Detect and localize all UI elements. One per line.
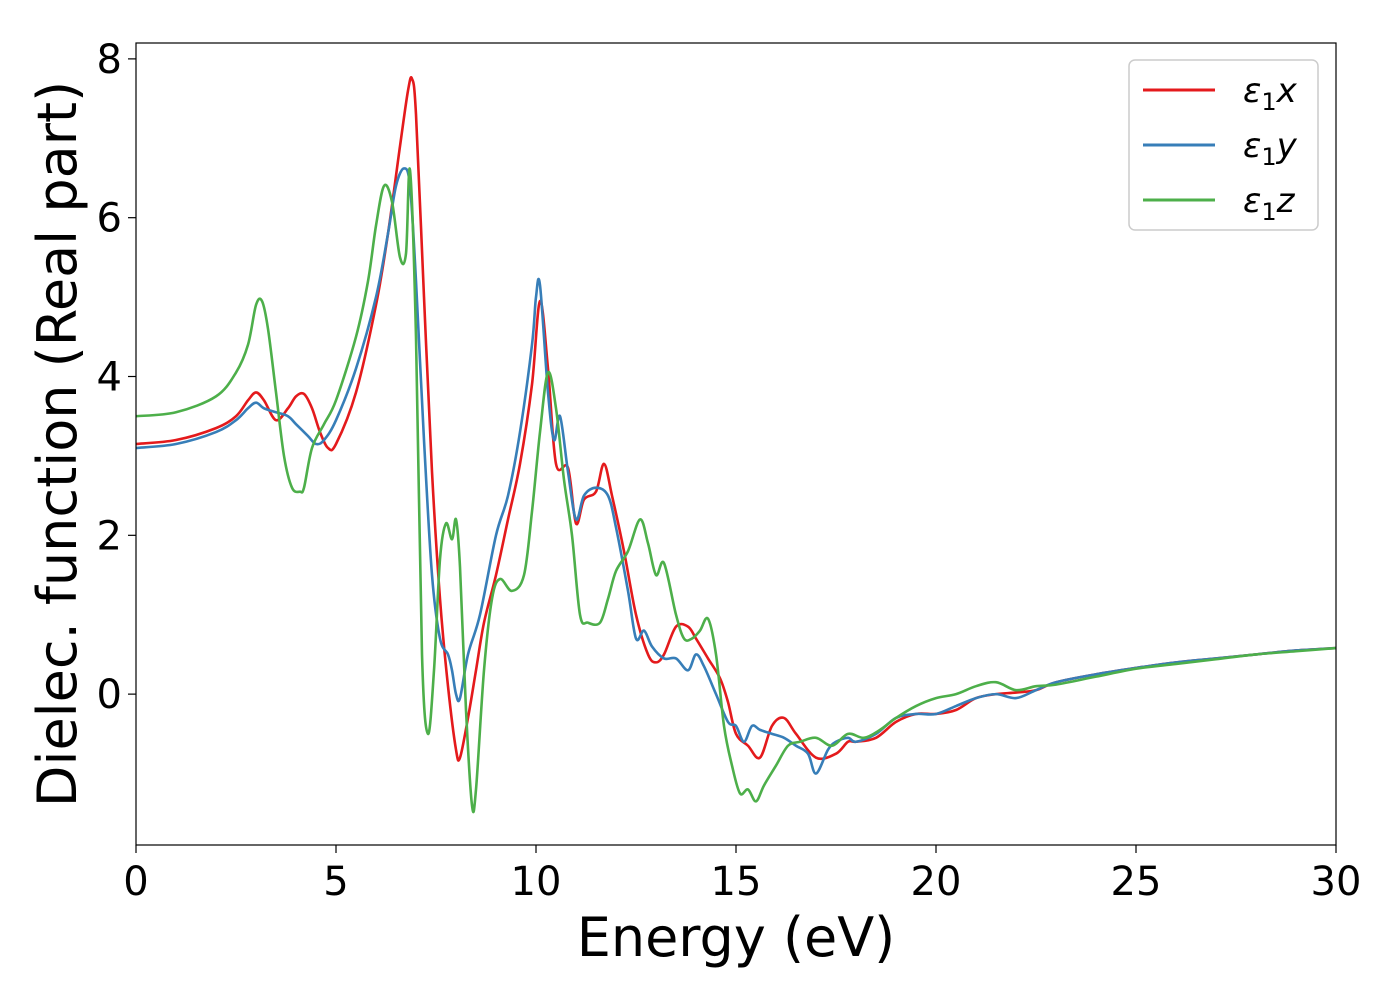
x-tick-label: 25: [1111, 859, 1162, 905]
y-axis-title: Dielec. function (Real part): [26, 81, 89, 807]
legend: ε1x ε1y ε1z: [1128, 59, 1319, 231]
x-tick-label: 0: [123, 859, 148, 905]
legend-label-y: ε1y: [1243, 126, 1298, 171]
y-tick-label: 8: [97, 37, 122, 83]
x-tick-label: 5: [323, 859, 348, 905]
y-tick-label: 2: [97, 513, 122, 559]
y-axis: 0 2 4 6 8: [97, 37, 136, 718]
series-line-z: [136, 167, 1336, 814]
series-lines: [136, 76, 1336, 814]
legend-label-z: ε1z: [1243, 181, 1296, 226]
legend-box: [1128, 59, 1319, 231]
x-tick-label: 30: [1311, 859, 1362, 905]
x-axis: 0 5 10 15 20 25 30: [123, 845, 1361, 905]
x-tick-label: 10: [511, 859, 562, 905]
x-axis-title: Energy (eV): [577, 906, 896, 969]
y-tick-label: 4: [97, 355, 122, 401]
series-line-y: [136, 167, 1336, 775]
x-tick-label: 15: [711, 859, 762, 905]
y-tick-label: 6: [97, 196, 122, 242]
x-tick-label: 20: [911, 859, 962, 905]
y-tick-label: 0: [97, 672, 122, 718]
legend-label-x: ε1x: [1243, 71, 1298, 116]
